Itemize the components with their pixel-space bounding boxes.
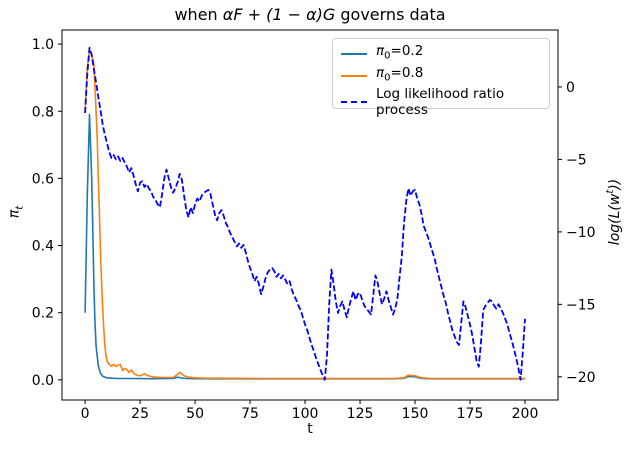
pi08-series-line	[84, 49, 525, 380]
y-right-tick-label: −10	[566, 225, 596, 241]
legend-item-pi08: π0=0.8	[341, 65, 541, 87]
pi08-line-sample	[341, 74, 367, 77]
y-right-tick-label: −20	[566, 370, 596, 386]
pi02-line-sample	[341, 52, 367, 55]
x-axis-label: t	[307, 421, 313, 437]
x-tick-label: 200	[512, 406, 539, 422]
y-left-tick-label: 0.0	[32, 373, 54, 389]
y-right-tick-label: 0	[566, 80, 575, 96]
legend-label-pi02: π0=0.2	[376, 43, 424, 62]
legend-label-llr: Log likelihood ratio process	[376, 86, 505, 119]
y-left-tick-label: 0.2	[32, 306, 54, 322]
y-right-tick-label: −15	[566, 297, 596, 313]
x-tick-label: 175	[457, 406, 484, 422]
chart-title-math: αF + (1 − α)G	[222, 5, 336, 24]
legend-item-pi02: π0=0.2	[341, 43, 541, 65]
x-tick-label: 25	[131, 406, 149, 422]
y-right-tick-label: −5	[566, 152, 587, 168]
x-tick-label: 125	[347, 406, 374, 422]
chart-title: when αF + (1 − α)G governs data	[62, 6, 558, 24]
x-tick-label: 75	[241, 406, 259, 422]
chart-title-post: governs data	[335, 5, 446, 24]
x-tick-label: 50	[186, 406, 204, 422]
y-left-tick-label: 0.4	[32, 239, 54, 255]
llr-line-sample	[341, 101, 367, 104]
y-left-tick-label: 1.0	[32, 37, 54, 53]
y-left-tick-label: 0.6	[32, 171, 54, 187]
legend: π0=0.2 π0=0.8 Log likelihood ratio proce…	[332, 38, 550, 118]
legend-label-pi08: π0=0.8	[376, 64, 424, 84]
legend-item-llr: Log likelihood ratio process	[341, 86, 541, 118]
x-tick-label: 150	[402, 406, 429, 422]
chart-title-pre: when	[174, 5, 223, 24]
llr-series-line	[84, 46, 526, 381]
x-tick-label: 0	[81, 406, 90, 422]
axes-spines	[61, 29, 559, 401]
x-tick-label: 100	[292, 406, 319, 422]
y-left-tick-label: 0.8	[32, 104, 54, 120]
